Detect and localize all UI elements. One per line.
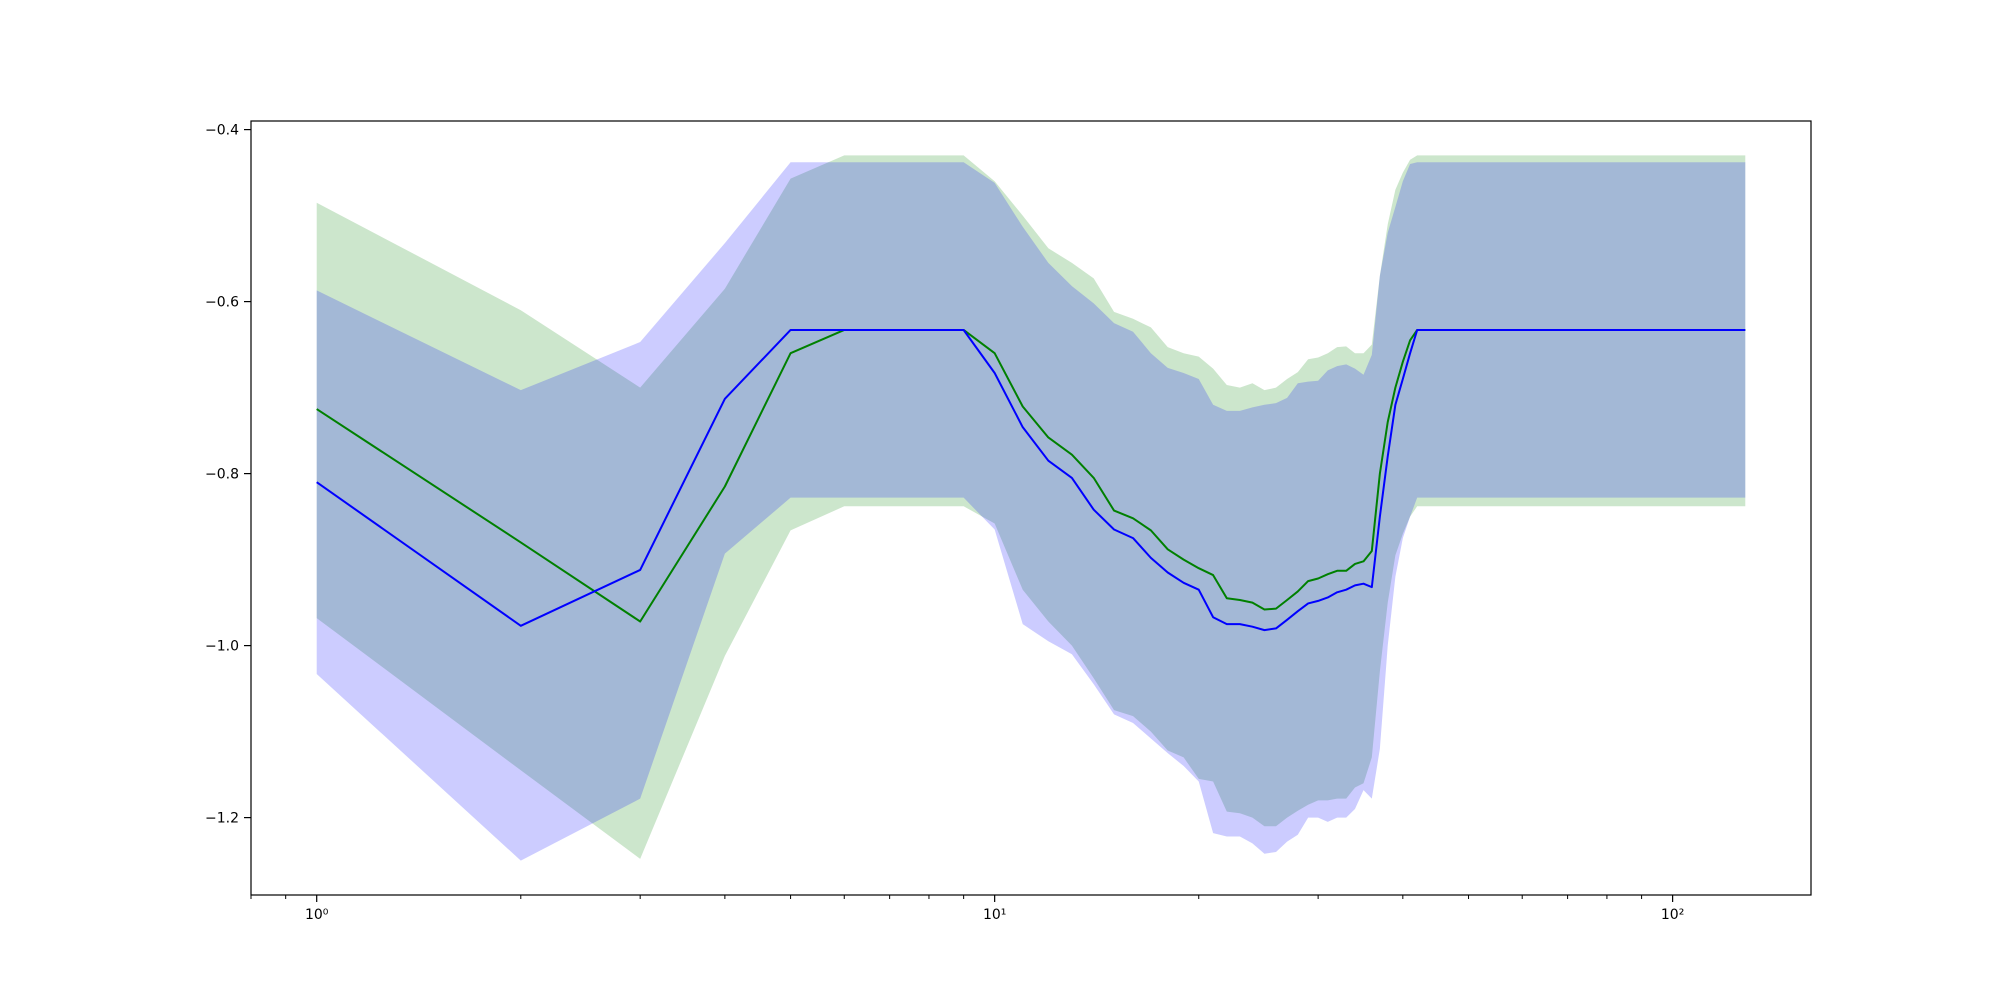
- series-2-line: [316, 328, 1746, 632]
- x-tick-label: 10⁰: [305, 907, 329, 923]
- x-tick-label: 10²: [1661, 907, 1684, 923]
- plot-area: [316, 155, 1746, 861]
- y-tick-label: −1.2: [205, 811, 239, 827]
- series-1-band: [316, 155, 1746, 859]
- y-tick-label: −0.6: [205, 295, 239, 311]
- axes: −0.4 −0.6 −0.8 −1.0 −1.2 10⁰ 10¹ 10²: [205, 120, 1812, 923]
- y-tick-label: −0.8: [205, 467, 239, 483]
- y-tick-label: −1.0: [205, 639, 239, 655]
- series-2-band: [316, 162, 1746, 861]
- x-tick-label: 10¹: [983, 907, 1006, 923]
- y-tick-label: −0.4: [205, 123, 239, 139]
- plot-frame: [250, 120, 1812, 896]
